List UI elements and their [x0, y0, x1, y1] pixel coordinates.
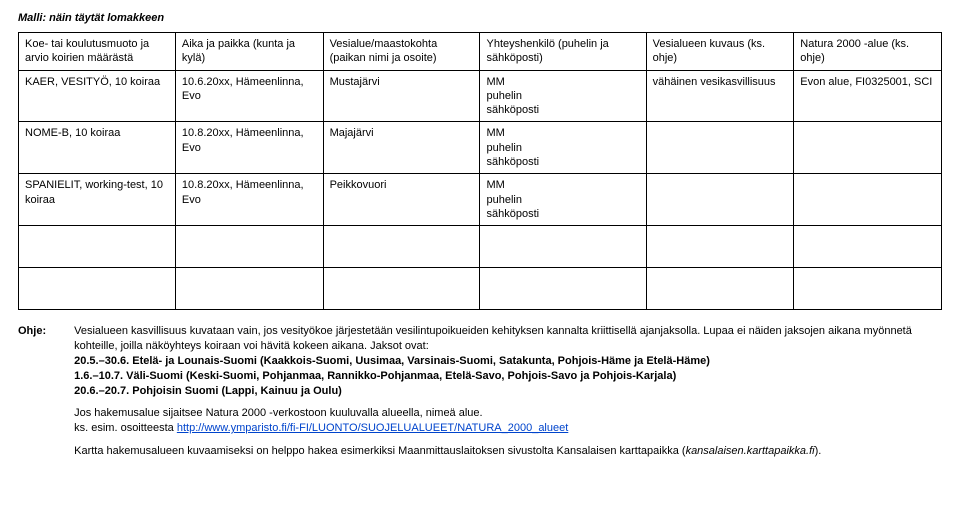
- col-header: Koe- tai koulutusmuoto ja arvio koirien …: [19, 33, 176, 71]
- cell: Mustajärvi: [323, 70, 480, 122]
- col-header: Natura 2000 -alue (ks. ohje): [794, 33, 942, 71]
- col-header: Vesialue/maastokohta (paikan nimi ja oso…: [323, 33, 480, 71]
- table-row-empty: [19, 268, 942, 310]
- cell: SPANIELIT, working-test, 10 koiraa: [19, 174, 176, 226]
- table-row: KAER, VESITYÖ, 10 koiraa 10.6.20xx, Häme…: [19, 70, 942, 122]
- ohje-range2: 1.6.–10.7. Väli-Suomi (Keski-Suomi, Pohj…: [74, 370, 676, 382]
- ohje-para2a: Jos hakemusalue sijaitsee Natura 2000 -v…: [74, 407, 482, 419]
- page-title: Malli: näin täytät lomakkeen: [18, 12, 942, 24]
- table-header-row: Koe- tai koulutusmuoto ja arvio koirien …: [19, 33, 942, 71]
- form-table: Koe- tai koulutusmuoto ja arvio koirien …: [18, 32, 942, 310]
- col-header: Aika ja paikka (kunta ja kylä): [175, 33, 323, 71]
- ohje-para1: Vesialueen kasvillisuus kuvataan vain, j…: [74, 325, 912, 352]
- ohje-para3a: Kartta hakemusalueen kuvaamiseksi on hel…: [74, 445, 685, 457]
- cell: Evon alue, FI0325001, SCI: [794, 70, 942, 122]
- cell: [646, 122, 794, 174]
- cell: vähäinen vesikasvillisuus: [646, 70, 794, 122]
- cell: [794, 122, 942, 174]
- instructions-label: Ohje:: [18, 324, 46, 467]
- cell: KAER, VESITYÖ, 10 koiraa: [19, 70, 176, 122]
- cell: MMpuhelinsähköposti: [480, 122, 646, 174]
- col-header: Yhteyshenkilö (puhelin ja sähköposti): [480, 33, 646, 71]
- cell: MMpuhelinsähköposti: [480, 174, 646, 226]
- table-row: SPANIELIT, working-test, 10 koiraa 10.8.…: [19, 174, 942, 226]
- cell: [646, 174, 794, 226]
- table-row-empty: [19, 226, 942, 268]
- table-row: NOME-B, 10 koiraa 10.8.20xx, Hämeenlinna…: [19, 122, 942, 174]
- ohje-para3b: ).: [815, 445, 822, 457]
- col-header: Vesialueen kuvaus (ks. ohje): [646, 33, 794, 71]
- instructions-block: Ohje: Vesialueen kasvillisuus kuvataan v…: [18, 324, 942, 467]
- cell: [794, 174, 942, 226]
- cell: NOME-B, 10 koiraa: [19, 122, 176, 174]
- cell: 10.6.20xx, Hämeenlinna, Evo: [175, 70, 323, 122]
- cell: Majajärvi: [323, 122, 480, 174]
- ohje-range1: 20.5.–30.6. Etelä- ja Lounais-Suomi (Kaa…: [74, 355, 710, 367]
- ohje-para2b: ks. esim. osoitteesta: [74, 422, 177, 434]
- cell: Peikkovuori: [323, 174, 480, 226]
- cell: 10.8.20xx, Hämeenlinna, Evo: [175, 122, 323, 174]
- ohje-para3i: kansalaisen.karttapaikka.fi: [686, 445, 815, 457]
- cell: 10.8.20xx, Hämeenlinna, Evo: [175, 174, 323, 226]
- ohje-link[interactable]: http://www.ymparisto.fi/fi-FI/LUONTO/SUO…: [177, 422, 568, 434]
- ohje-range3: 20.6.–20.7. Pohjoisin Suomi (Lappi, Kain…: [74, 385, 342, 397]
- instructions-text: Vesialueen kasvillisuus kuvataan vain, j…: [74, 324, 942, 467]
- cell: MMpuhelinsähköposti: [480, 70, 646, 122]
